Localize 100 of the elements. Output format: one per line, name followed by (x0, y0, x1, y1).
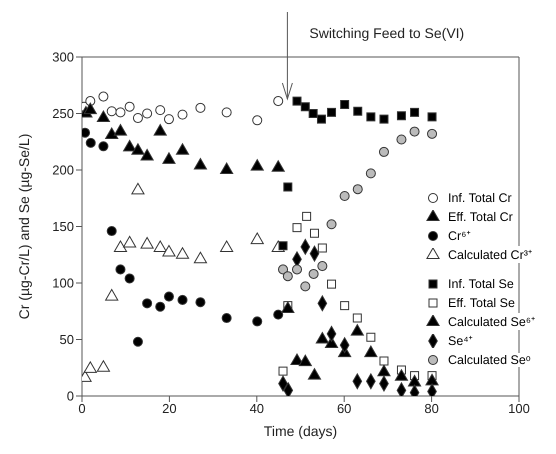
x-tick-label: 80 (424, 401, 439, 416)
x-tick-label: 60 (336, 401, 352, 416)
point (300, 281, 310, 292)
point (377, 364, 391, 376)
point (142, 298, 152, 308)
point (222, 313, 232, 324)
point (195, 102, 206, 113)
point (177, 294, 188, 305)
point (326, 219, 337, 230)
point (428, 112, 437, 122)
y-tick-label: 300 (52, 50, 74, 65)
point (124, 273, 135, 284)
x-tick-label: 100 (508, 401, 530, 416)
x-axis-title: Time (days) (264, 423, 338, 439)
point (318, 243, 327, 252)
point (292, 264, 302, 274)
point (340, 100, 350, 109)
point (350, 324, 364, 336)
point (340, 301, 350, 310)
point (278, 366, 288, 376)
point (177, 110, 188, 120)
point (300, 102, 310, 112)
point (132, 113, 143, 124)
point (273, 96, 284, 106)
point (84, 361, 97, 373)
point (273, 310, 284, 320)
legend-label: Calculated Se⁶⁺ (448, 313, 535, 330)
point (352, 314, 362, 323)
point (132, 336, 143, 347)
point (195, 297, 206, 308)
point (352, 184, 363, 194)
y-tick-label: 250 (52, 106, 74, 122)
point (292, 96, 302, 106)
point (96, 360, 110, 372)
point (298, 354, 312, 366)
x-tick-label: 20 (162, 401, 177, 416)
point (364, 346, 378, 358)
point (302, 212, 312, 221)
x-tick-label: 0 (78, 401, 86, 416)
point (155, 105, 166, 116)
point (316, 114, 326, 124)
y-tick-label: 150 (52, 219, 74, 234)
point (394, 369, 408, 381)
point (278, 264, 288, 274)
point (408, 374, 422, 386)
point (308, 109, 318, 118)
point (106, 106, 117, 116)
point (379, 356, 388, 366)
point (98, 92, 108, 102)
point (86, 138, 96, 148)
point (410, 108, 420, 117)
point (292, 223, 302, 232)
point (353, 106, 362, 116)
legend-label: Eff. Total Cr (448, 210, 513, 224)
point (396, 134, 406, 144)
point (155, 302, 166, 312)
y-tick-label: 100 (52, 276, 74, 291)
point (140, 237, 154, 249)
point (283, 182, 292, 192)
point (194, 252, 208, 264)
y-axis-title: Cr (µg-Cr/L) and Se (µg-Se/L) (16, 134, 32, 320)
point (142, 108, 152, 119)
legend-label: Inf. Total Cr (448, 190, 512, 204)
point (425, 374, 439, 386)
point (327, 280, 336, 289)
point (164, 292, 174, 302)
legend-label: Calculated Cr³⁺ (448, 246, 532, 263)
point (124, 102, 135, 112)
point (98, 141, 108, 152)
point (278, 241, 288, 250)
point (282, 271, 293, 282)
point (366, 332, 376, 342)
point (252, 316, 262, 326)
point (308, 368, 322, 380)
point (340, 190, 350, 201)
point (250, 232, 264, 244)
point (283, 382, 294, 396)
point (281, 301, 294, 313)
y-tick-label: 0 (66, 388, 74, 404)
point (366, 168, 376, 178)
ref-line-label: Switching Feed to Se(VI) (309, 25, 464, 41)
legend-label: Eff. Total Se (448, 296, 515, 310)
point (105, 289, 118, 301)
point (427, 128, 438, 139)
legend-label: Inf. Total Se (448, 276, 514, 290)
y-tick-label: 200 (52, 162, 74, 178)
x-tick-label: 40 (250, 401, 264, 416)
point (176, 247, 190, 259)
point (396, 111, 406, 120)
point (378, 146, 389, 157)
point (222, 107, 232, 118)
point (317, 261, 328, 272)
legend-label: Se⁴⁺ (448, 332, 473, 349)
point (252, 115, 262, 126)
point (164, 114, 174, 124)
point (308, 268, 319, 279)
point (396, 382, 406, 396)
point (410, 126, 420, 137)
point (115, 107, 126, 118)
point (250, 159, 264, 171)
